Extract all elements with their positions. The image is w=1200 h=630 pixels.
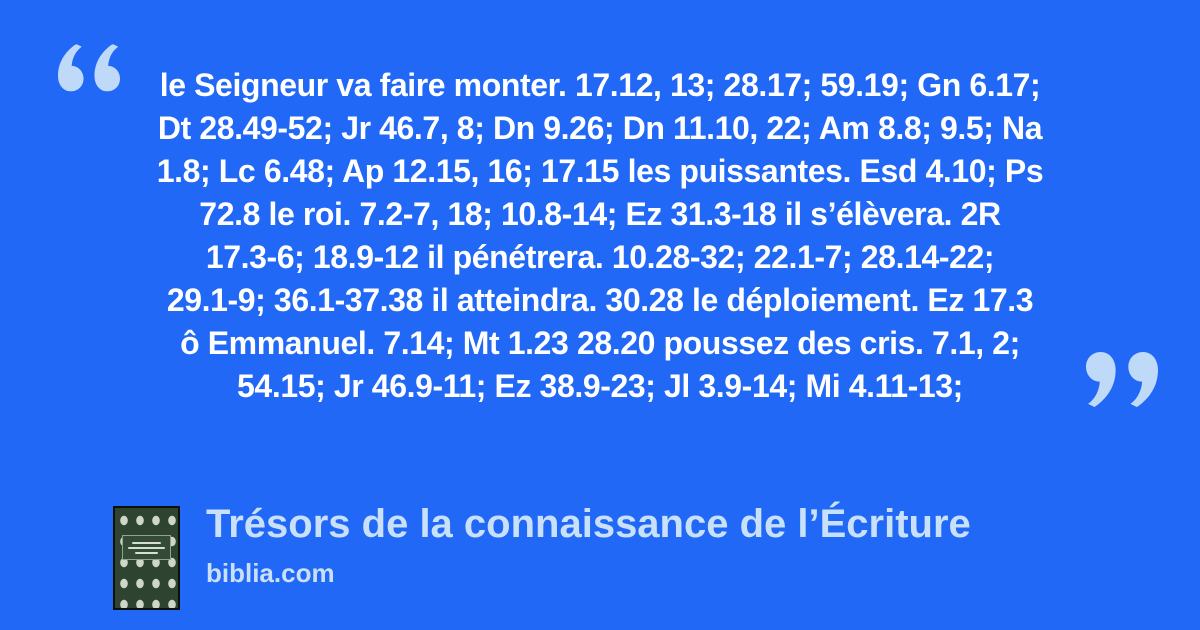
open-quote-icon xyxy=(58,44,120,92)
quote-line: 17.3-6; 18.9-12 il pénétrera. 10.28-32; … xyxy=(205,239,995,275)
quote-line: le Seigneur va faire monter. 17.12, 13; … xyxy=(159,67,1041,103)
footer: Trésors de la connaissance de l’Écriture… xyxy=(113,502,971,610)
book-cover-label xyxy=(121,535,172,560)
close-quote-icon xyxy=(1086,352,1158,408)
quote-line: 54.15; Jr 46.9-11; Ez 38.9-23; Jl 3.9-14… xyxy=(237,368,963,404)
quote-line: 29.1-9; 36.1-37.38 il atteindra. 30.28 l… xyxy=(166,282,1034,318)
quote-text-block: le Seigneur va faire monter. 17.12, 13; … xyxy=(0,64,1200,408)
resource-title: Trésors de la connaissance de l’Écriture xyxy=(206,502,971,546)
site-name: biblia.com xyxy=(206,558,335,588)
book-cover-image xyxy=(113,506,180,610)
quote-line: ô Emmanuel. 7.14; Mt 1.23 28.20 poussez … xyxy=(180,325,1020,361)
footer-meta: Trésors de la connaissance de l’Écriture… xyxy=(206,502,971,588)
quote-line: 72.8 le roi. 7.2-7, 18; 10.8-14; Ez 31.3… xyxy=(199,196,1001,232)
quote-line: 1.8; Lc 6.48; Ap 12.15, 16; 17.15 les pu… xyxy=(156,153,1044,189)
quote-line: Dt 28.49-52; Jr 46.7, 8; Dn 9.26; Dn 11.… xyxy=(157,110,1043,146)
